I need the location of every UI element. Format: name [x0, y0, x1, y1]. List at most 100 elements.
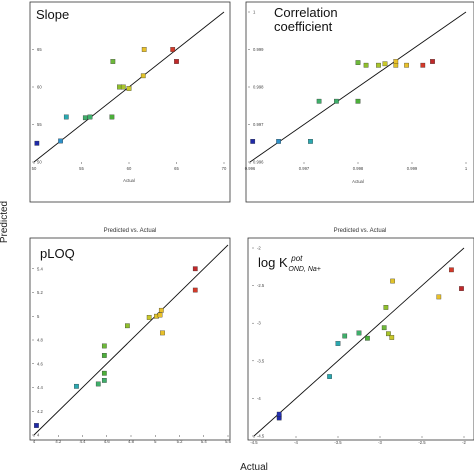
- data-point: [110, 59, 116, 64]
- x-tick-label: 4.2: [55, 439, 61, 444]
- fit-line: [33, 244, 229, 436]
- x-tick-label: -4: [294, 440, 298, 445]
- data-point: [157, 312, 163, 318]
- panel-frame: [245, 1, 474, 203]
- y-tick-label: 0.996: [253, 160, 264, 165]
- x-tick-label: 4.8: [128, 439, 134, 444]
- data-point: [158, 307, 164, 313]
- y-tick-label: 1: [253, 10, 256, 15]
- y-tick-label: 4.2: [37, 409, 43, 414]
- data-point: [327, 374, 332, 379]
- chart-title: pLOQ: [40, 246, 75, 261]
- data-point: [430, 59, 435, 64]
- data-point: [381, 325, 387, 331]
- data-point: [383, 305, 389, 310]
- data-point: [276, 411, 282, 417]
- data-point: [363, 62, 369, 68]
- data-point: [356, 330, 362, 336]
- data-point: [316, 98, 322, 104]
- x-tick-label: 1: [465, 166, 468, 171]
- panel-subtitle: Predicted vs. Actual: [104, 228, 157, 234]
- x-tick-label: 4.4: [80, 439, 86, 444]
- x-tick-label: 65: [174, 166, 179, 171]
- data-point: [355, 98, 361, 104]
- data-point: [376, 62, 381, 68]
- data-point: [386, 331, 391, 337]
- y-tick-label: -3: [257, 321, 261, 326]
- data-point: [101, 370, 107, 376]
- y-tick-label: 4.8: [37, 338, 43, 343]
- y-tick-label: -3.5: [257, 358, 265, 363]
- data-point: [170, 47, 176, 52]
- data-point: [34, 423, 39, 428]
- data-point: [63, 114, 69, 120]
- x-tick-label: 5: [154, 439, 157, 444]
- y-tick-label: 0.997: [253, 122, 264, 127]
- data-point: [192, 287, 198, 293]
- data-point: [125, 323, 130, 329]
- y-tick-label: -2: [257, 246, 261, 251]
- x-tick-label: -3.5: [334, 440, 342, 445]
- panel-xlabel: Actual: [123, 178, 135, 183]
- y-tick-label: 5.4: [37, 266, 43, 271]
- y-tick-label: 4: [37, 433, 40, 438]
- chart-panel-2: 0.996 0.997 0.998 0.999 1 0.996 0.997 0.998 0.99…: [245, 1, 474, 234]
- data-point: [389, 335, 395, 340]
- x-tick-label: 5.6: [225, 439, 231, 444]
- data-point: [74, 383, 79, 389]
- data-point: [101, 343, 107, 349]
- data-point: [365, 335, 370, 341]
- fit-line: [249, 11, 467, 163]
- x-tick-label: -2: [462, 440, 466, 445]
- data-point: [120, 84, 126, 90]
- x-tick-label: 4: [33, 439, 36, 444]
- y-tick-label: 5.2: [37, 290, 43, 295]
- data-point: [140, 73, 146, 79]
- y-tick-label: 55: [37, 122, 42, 127]
- data-point: [192, 266, 198, 272]
- data-point: [101, 353, 107, 358]
- chart-title: log K pot OND, Na+: [258, 254, 321, 273]
- data-point: [382, 61, 388, 67]
- data-point: [342, 333, 348, 339]
- chart-title: Slope: [36, 7, 69, 22]
- data-point: [420, 62, 426, 68]
- panel-subtitle: Predicted vs. Actual: [334, 228, 387, 234]
- data-point: [34, 140, 40, 146]
- data-point: [87, 114, 93, 120]
- panel-xlabel: Actual: [352, 179, 364, 184]
- x-tick-label: 70: [222, 166, 227, 171]
- x-tick-label: 0.998: [353, 166, 364, 171]
- y-tick-label: 4.4: [37, 385, 43, 390]
- data-point: [308, 139, 313, 144]
- x-tick-label: 0.999: [407, 166, 418, 171]
- x-tick-label: -2.5: [418, 440, 426, 445]
- data-point: [160, 330, 165, 336]
- x-tick-label: -4.5: [250, 440, 258, 445]
- x-tick-label: 60: [127, 166, 132, 171]
- data-point: [404, 62, 409, 68]
- data-point: [393, 59, 399, 64]
- chart-title: Correlation: [274, 5, 338, 20]
- y-tick-label: -4.5: [257, 434, 265, 439]
- y-tick-label: -2.5: [257, 283, 265, 288]
- x-tick-label: 4.6: [104, 439, 110, 444]
- y-tick-label: 0.999: [253, 47, 264, 52]
- data-point: [101, 378, 107, 383]
- y-tick-label: 65: [37, 47, 42, 52]
- y-tick-label: 60: [37, 85, 42, 90]
- panel-frame: [29, 237, 231, 441]
- panel-frame: [247, 237, 474, 441]
- data-point: [459, 286, 464, 291]
- data-point: [109, 114, 115, 120]
- fit-line: [253, 247, 465, 437]
- x-tick-label: 5.2: [177, 439, 183, 444]
- data-point: [355, 60, 361, 65]
- chart-panel-4: -4.5 -4 -3.5 -3 -2.5 -2 -4.5 -4 -3.5 -3 -2.5 -2 log …: [247, 237, 474, 445]
- chart-panel-3: 4 4.2 4.4 4.6 4.8 5 5.2 5.4 5.6 4 4.2 4.4 4.6 4.8 5 5.2…: [29, 237, 232, 444]
- data-point: [276, 139, 281, 144]
- data-point: [390, 278, 395, 284]
- y-tick-label: 0.998: [253, 85, 264, 90]
- data-point: [449, 267, 454, 273]
